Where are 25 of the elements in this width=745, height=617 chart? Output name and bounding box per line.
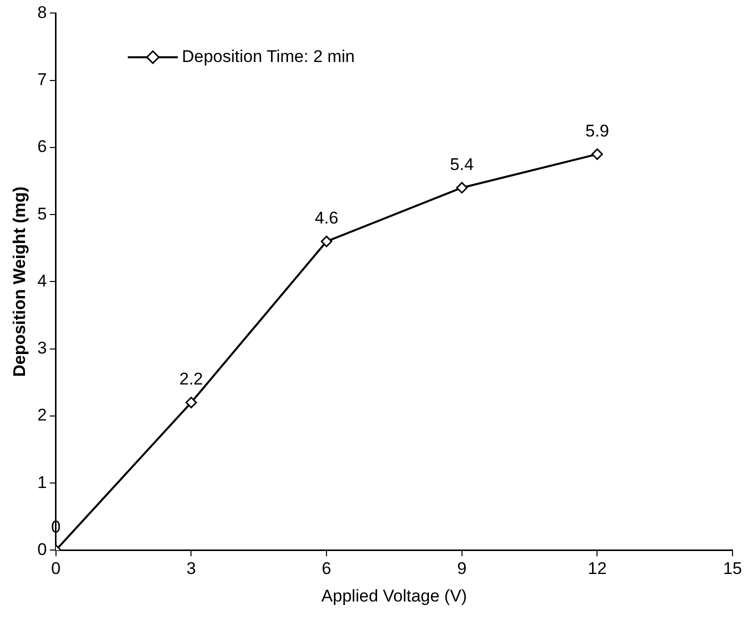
y-tick-label: 5 (37, 204, 47, 224)
y-tick-label: 3 (37, 338, 47, 358)
data-label: 5.4 (450, 154, 474, 174)
x-tick-label: 0 (51, 559, 61, 578)
y-tick-label: 0 (37, 540, 47, 559)
data-label: 4.6 (314, 208, 338, 228)
y-tick-label: 1 (37, 472, 47, 492)
data-label: 2.2 (179, 370, 204, 389)
y-axis-title: Deposition Weight (mg) (10, 186, 29, 377)
y-tick-label: 6 (37, 137, 47, 156)
y-tick-label: 4 (37, 271, 47, 290)
point (591, 148, 603, 160)
point (320, 236, 332, 248)
x-axis-title: Applied Voltage (V) (321, 586, 467, 606)
x-tick-label: 6 (322, 559, 332, 578)
y-tick-label: 8 (37, 2, 47, 22)
x-tick-label: 3 (186, 559, 196, 578)
y-tick-label: 2 (37, 406, 47, 425)
legend-label: Deposition Time: 2 min (182, 46, 355, 66)
data-label: 5.9 (585, 121, 610, 140)
x-tick-label: 9 (457, 559, 467, 578)
x-tick-label: 15 (723, 559, 742, 578)
y-tick-label: 7 (37, 70, 47, 90)
x-tick-label: 12 (588, 559, 607, 578)
point (456, 182, 468, 194)
